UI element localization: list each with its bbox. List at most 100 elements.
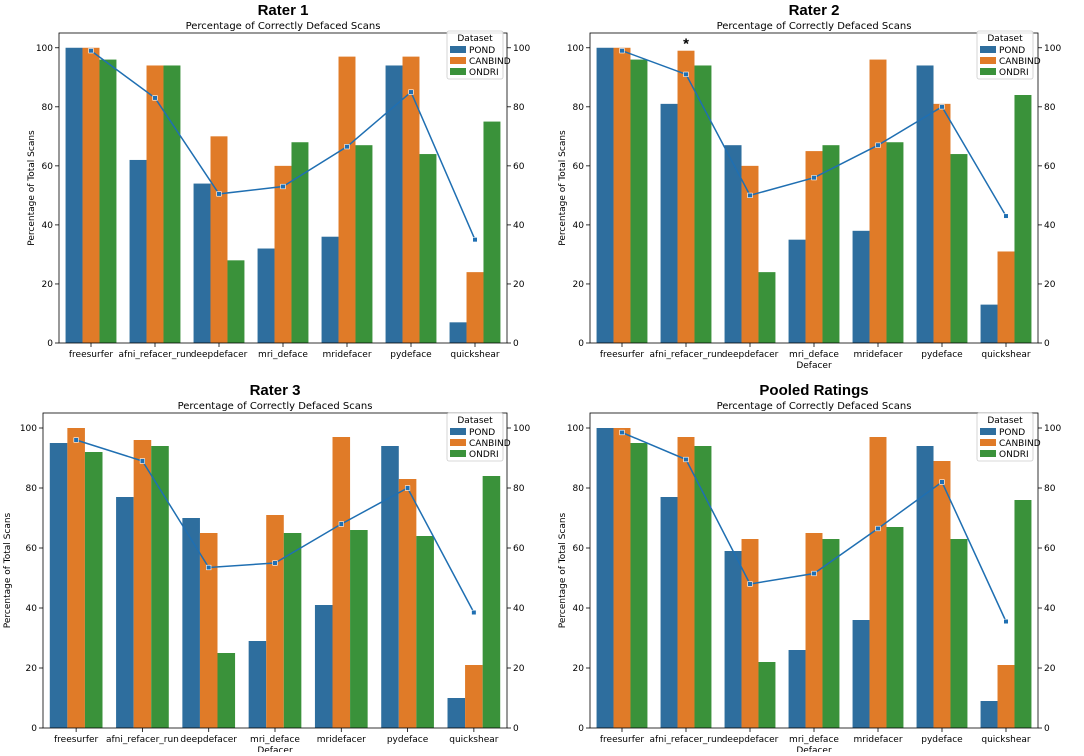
overall-point-mridefacer: [338, 521, 344, 527]
bar-ondri-pydeface: [950, 539, 968, 728]
y-tick-label-right: 40: [1044, 221, 1056, 231]
legend-box: [976, 412, 1034, 462]
overall-point-quickshear: [472, 237, 478, 243]
bar-pond-freesurfer: [49, 443, 68, 728]
bar-pond-mri_deface: [788, 650, 806, 728]
bar-pond-afni_refacer_run: [660, 103, 678, 343]
bar-canbind-pydeface: [398, 479, 417, 728]
overall-point-pydeface: [408, 89, 414, 95]
bar-canbind-deepdefacer: [210, 136, 228, 343]
legend-entry-canbind: CANBIND: [469, 57, 511, 67]
overall-point-mridefacer: [344, 144, 350, 150]
chart-title: Rater 1: [258, 2, 309, 19]
bar-ondri-freesurfer: [84, 452, 103, 728]
bar-ondri-quickshear: [482, 476, 501, 728]
legend-entry-pond: POND: [999, 46, 1025, 56]
bar-ondri-mridefacer: [886, 527, 904, 728]
chart-subtitle: Percentage of Correctly Defaced Scans: [717, 401, 912, 412]
bar-pond-deepdefacer: [182, 518, 200, 728]
legend-swatch-ondri: [450, 450, 466, 457]
bar-pond-freesurfer: [65, 47, 83, 343]
bar-ondri-deepdefacer: [217, 653, 236, 728]
y-axis-label: Percentage of Total Scans: [3, 512, 13, 628]
bar-pond-freesurfer: [596, 428, 614, 728]
bar-ondri-deepdefacer: [758, 272, 776, 343]
legend-title: Dataset: [457, 416, 493, 426]
x-tick-label-mridefacer: mridefacer: [322, 350, 371, 360]
x-tick-label-afni_refacer_run: afni_refacer_run: [650, 735, 723, 745]
x-axis-label: Defacer: [796, 361, 832, 371]
x-tick-label-freesurfer: freesurfer: [600, 350, 645, 360]
bar-canbind-deepdefacer: [741, 165, 759, 343]
y-tick-label-right: 20: [1044, 280, 1056, 290]
bar-canbind-mri_deface: [266, 515, 284, 728]
bar-ondri-mri_deface: [291, 142, 309, 343]
chart-title: Rater 3: [250, 382, 301, 399]
x-tick-label-mridefacer: mridefacer: [853, 735, 902, 745]
legend-swatch-pond: [450, 428, 466, 435]
x-tick-label-afni_refacer_run: afni_refacer_run: [650, 350, 723, 360]
bar-ondri-mridefacer: [886, 142, 904, 343]
bar-canbind-quickshear: [997, 665, 1015, 728]
y-tick-label-left: 40: [573, 221, 585, 231]
y-tick-label-right: 60: [1044, 544, 1056, 554]
y-tick-label-left: 100: [20, 424, 37, 434]
y-tick-label-left: 60: [26, 544, 38, 554]
bar-pond-deepdefacer: [724, 551, 742, 728]
x-tick-label-deepdefacer: deepdefacer: [180, 735, 237, 745]
y-tick-label-right: 80: [513, 484, 525, 494]
overall-point-mridefacer: [875, 142, 881, 148]
y-tick-label-right: 100: [1044, 424, 1061, 434]
x-tick-label-deepdefacer: deepdefacer: [191, 350, 248, 360]
bar-ondri-mridefacer: [355, 145, 373, 343]
bar-pond-afni_refacer_run: [129, 159, 147, 343]
x-tick-label-pydeface: pydeface: [387, 735, 429, 745]
bar-ondri-freesurfer: [630, 443, 648, 728]
bar-pond-deepdefacer: [193, 183, 211, 343]
bar-pond-quickshear: [449, 322, 467, 343]
x-tick-label-quickshear: quickshear: [450, 350, 500, 360]
y-tick-label-left: 60: [42, 162, 54, 172]
legend-swatch-ondri: [450, 68, 466, 75]
y-tick-label-right: 80: [1044, 103, 1056, 113]
bar-pond-pydeface: [916, 65, 934, 343]
y-tick-label-right: 20: [513, 280, 525, 290]
chart-subtitle: Percentage of Correctly Defaced Scans: [178, 401, 373, 412]
y-tick-label-right: 80: [513, 103, 525, 113]
x-tick-label-pydeface: pydeface: [390, 350, 432, 360]
overall-point-quickshear: [1003, 213, 1009, 219]
overall-point-deepdefacer: [206, 564, 212, 571]
bar-canbind-mridefacer: [332, 437, 351, 728]
bar-pond-pydeface: [381, 446, 399, 728]
legend-swatch-canbind: [980, 439, 996, 446]
x-tick-label-afni_refacer_run: afni_refacer_run: [119, 350, 192, 360]
overall-point-mri_deface: [272, 560, 278, 566]
bar-pond-mridefacer: [852, 620, 870, 728]
y-tick-label-right: 40: [1044, 604, 1056, 614]
bar-ondri-quickshear: [483, 121, 501, 343]
x-tick-label-freesurfer: freesurfer: [54, 735, 99, 745]
y-tick-label-left: 20: [42, 280, 54, 290]
bar-canbind-mridefacer: [338, 56, 356, 344]
legend-entry-canbind: CANBIND: [999, 57, 1041, 67]
bar-ondri-afni_refacer_run: [163, 65, 181, 343]
bar-ondri-mri_deface: [822, 539, 840, 728]
overall-point-pydeface: [939, 479, 945, 485]
y-tick-label-left: 80: [26, 484, 38, 494]
chart-panel-3: Rater 3 Percentage of Correctly Defaced S…: [3, 382, 530, 756]
legend-swatch-ondri: [980, 68, 996, 75]
x-tick-label-pydeface: pydeface: [921, 735, 963, 745]
bar-pond-afni_refacer_run: [116, 497, 134, 728]
y-tick-label-left: 0: [578, 724, 584, 734]
bar-ondri-deepdefacer: [227, 260, 245, 343]
y-tick-label-right: 100: [1044, 44, 1061, 54]
bar-ondri-quickshear: [1014, 95, 1032, 343]
bar-pond-mri_deface: [257, 248, 275, 343]
legend-entry-ondri: ONDRI: [469, 450, 499, 460]
y-tick-label-right: 60: [1044, 162, 1056, 172]
bar-ondri-deepdefacer: [758, 662, 776, 728]
overall-point-freesurfer: [619, 48, 625, 54]
x-axis-label: Defacer: [796, 746, 832, 752]
bar-canbind-quickshear: [465, 665, 483, 728]
